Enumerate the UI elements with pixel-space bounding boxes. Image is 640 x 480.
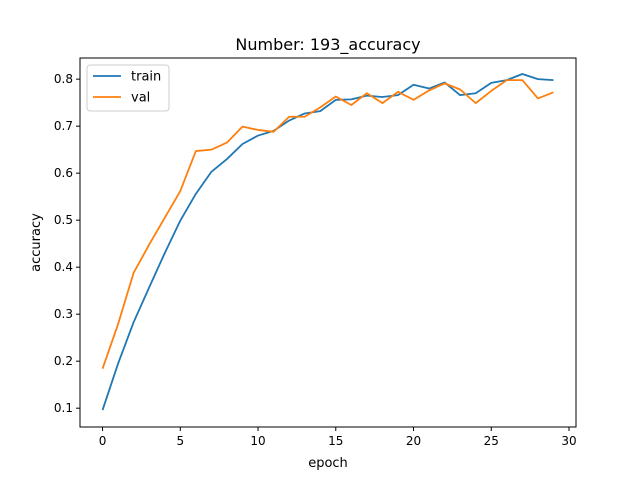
- x-tick-label: 5: [176, 434, 184, 448]
- x-tick-label: 10: [250, 434, 265, 448]
- x-tick-label: 30: [561, 434, 576, 448]
- y-tick-label: 0.8: [54, 72, 73, 86]
- y-axis-label: accuracy: [29, 213, 44, 272]
- x-tick-label: 20: [406, 434, 421, 448]
- chart-title: Number: 193_accuracy: [235, 35, 420, 55]
- legend: train val: [86, 64, 170, 112]
- y-tick-label: 0.5: [54, 213, 73, 227]
- series-line-val: [101, 79, 554, 370]
- x-axis: 0 5 10 15 20 25 30: [99, 427, 577, 448]
- legend-label-val: val: [131, 91, 150, 106]
- y-tick-label: 0.1: [54, 401, 73, 415]
- series-lines: [101, 73, 554, 411]
- y-tick-label: 0.2: [54, 354, 73, 368]
- y-tick-label: 0.6: [54, 166, 73, 180]
- x-tick-label: 0: [99, 434, 107, 448]
- plot-frame: [79, 57, 577, 428]
- x-tick-label: 25: [484, 434, 499, 448]
- x-tick-label: 15: [328, 434, 343, 448]
- y-tick-label: 0.4: [54, 260, 73, 274]
- y-axis: 0.1 0.2 0.3 0.4 0.5 0.6 0.7 0.8: [54, 72, 80, 415]
- y-tick-label: 0.3: [54, 307, 73, 321]
- legend-label-train: train: [131, 70, 161, 85]
- y-tick-label: 0.7: [54, 119, 73, 133]
- series-line-train: [101, 73, 554, 411]
- x-axis-label: epoch: [308, 456, 348, 471]
